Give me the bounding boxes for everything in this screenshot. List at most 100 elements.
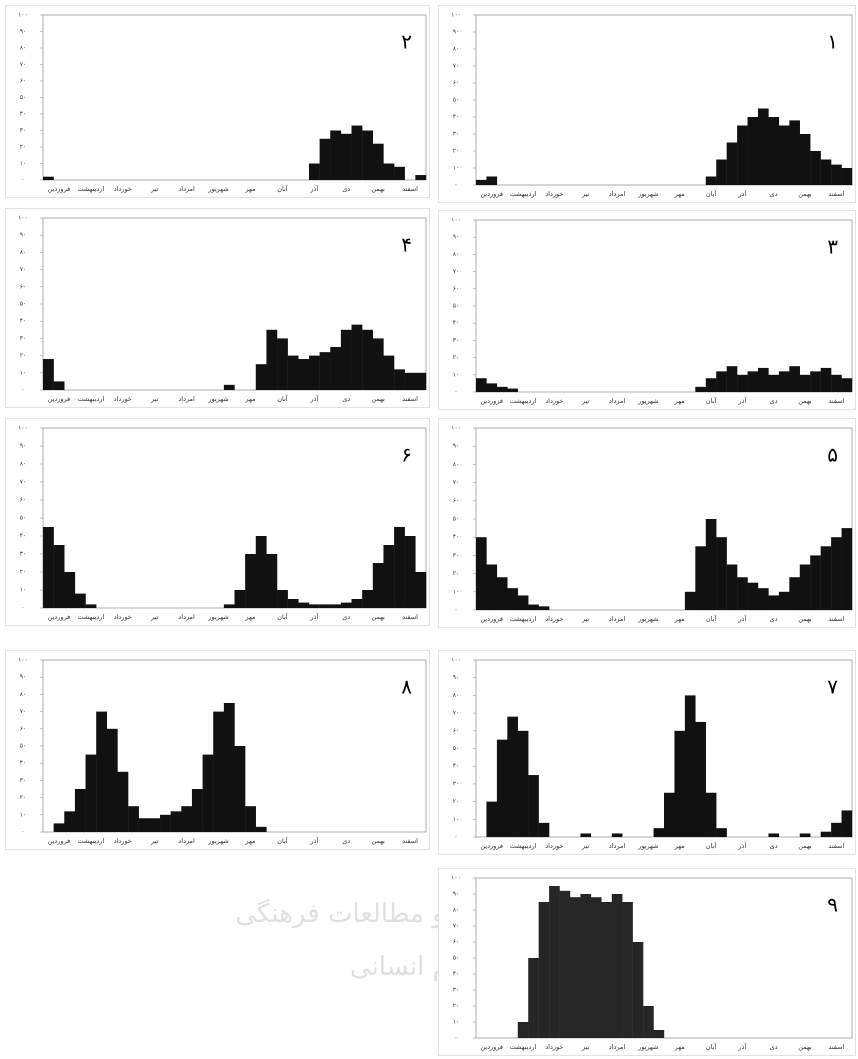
chart-panel: ۰ ۱۰ ۲۰ ۳۰ ۴۰ ۵۰ ۶۰ ۷۰ ۸۰ ۹۰ ۱۰۰ فروردین اردیبهشت خور… bbox=[438, 868, 856, 1056]
x-tick-label: شهریور bbox=[637, 397, 658, 405]
bar bbox=[674, 730, 686, 837]
bar bbox=[245, 806, 256, 832]
bar bbox=[486, 801, 498, 837]
bar bbox=[53, 381, 65, 390]
y-tick-label: ۰ bbox=[21, 605, 24, 612]
y-tick-label: ۹۰ bbox=[453, 674, 459, 681]
x-tick-label: آبان bbox=[706, 614, 718, 623]
x-tick-label: بهمن bbox=[798, 397, 812, 405]
x-tick-label: امرداد bbox=[178, 613, 195, 621]
x-tick-label: بهمن bbox=[798, 842, 812, 850]
bar bbox=[695, 721, 706, 837]
y-tick-label: ۰ bbox=[454, 182, 457, 189]
bar bbox=[255, 826, 267, 832]
bar bbox=[383, 163, 395, 180]
bar bbox=[255, 536, 267, 608]
y-tick-label: ۵۰ bbox=[453, 516, 459, 523]
bar bbox=[664, 792, 675, 837]
chart-title: ۴ bbox=[401, 233, 412, 257]
bar bbox=[726, 366, 738, 392]
bar bbox=[160, 814, 171, 832]
bar bbox=[705, 378, 717, 392]
y-tick-label: ۷۰ bbox=[20, 708, 26, 715]
bar bbox=[810, 151, 821, 185]
bar bbox=[287, 599, 299, 608]
y-tick-label: ۹۰ bbox=[20, 443, 26, 450]
bar bbox=[705, 176, 717, 185]
bar bbox=[831, 374, 842, 392]
bar bbox=[768, 374, 780, 392]
x-tick-label: فروردین bbox=[48, 395, 71, 403]
panel-border bbox=[5, 418, 430, 626]
bar bbox=[43, 527, 54, 608]
y-tick-label: ۹۰ bbox=[20, 232, 26, 239]
bar bbox=[507, 388, 518, 392]
bar bbox=[308, 163, 320, 180]
y-tick-label: ۱۰۰ bbox=[451, 875, 461, 882]
bar bbox=[149, 818, 161, 832]
y-tick-label: ۳۰ bbox=[453, 337, 459, 344]
y-tick-label: ۶۰ bbox=[20, 497, 26, 504]
bar bbox=[476, 179, 487, 185]
bar bbox=[653, 1030, 665, 1038]
bar bbox=[841, 810, 853, 837]
x-tick-label: امرداد bbox=[609, 1043, 626, 1051]
chart-panel: ۰ ۱۰ ۲۰ ۳۰ ۴۰ ۵۰ ۶۰ ۷۰ ۸۰ ۹۰ ۱۰۰ فروردین اردیبهشت خور… bbox=[438, 418, 856, 628]
bar bbox=[351, 125, 363, 180]
bar bbox=[476, 537, 487, 610]
y-tick-label: ۱۰ bbox=[453, 588, 459, 595]
y-tick-label: ۱۰ bbox=[20, 160, 26, 167]
bar bbox=[831, 164, 842, 185]
y-tick-label: ۷۰ bbox=[453, 479, 459, 486]
bar bbox=[415, 572, 427, 608]
x-tick-label: فروردین bbox=[480, 397, 503, 405]
y-tick-label: ۸۰ bbox=[20, 249, 26, 256]
y-tick-label: ۱۰ bbox=[453, 1019, 459, 1026]
x-tick-label: بهمن bbox=[798, 1043, 812, 1051]
bar bbox=[758, 588, 769, 610]
y-tick-label: ۷۰ bbox=[20, 61, 26, 68]
bar bbox=[632, 942, 644, 1038]
y-tick-label: ۳۰ bbox=[453, 780, 459, 787]
x-tick-label: بهمن bbox=[371, 185, 385, 193]
y-tick-label: ۴۰ bbox=[453, 763, 459, 770]
bar bbox=[831, 822, 842, 837]
chart-title: ۶ bbox=[401, 443, 412, 467]
bar bbox=[340, 329, 352, 390]
x-tick-label: اردیبهشت bbox=[77, 185, 104, 193]
bar bbox=[319, 604, 331, 608]
y-tick-label: ۶۰ bbox=[20, 725, 26, 732]
bar bbox=[747, 371, 759, 392]
chart-title: ۷ bbox=[827, 675, 838, 699]
x-tick-label: دی bbox=[342, 395, 350, 403]
bar bbox=[64, 572, 76, 608]
y-tick-label: ۷۰ bbox=[453, 63, 459, 70]
x-tick-label: آبان bbox=[277, 612, 289, 621]
chart-panel: ۰ ۱۰ ۲۰ ۳۰ ۴۰ ۵۰ ۶۰ ۷۰ ۸۰ ۹۰ ۱۰۰ فروردین اردیبهشت خور… bbox=[5, 5, 430, 198]
bar bbox=[799, 564, 811, 610]
y-tick-label: ۲۰ bbox=[453, 1003, 459, 1010]
y-tick-label: ۱۰ bbox=[453, 165, 459, 172]
y-tick-label: ۴۰ bbox=[453, 534, 459, 541]
bar bbox=[611, 894, 623, 1038]
bar bbox=[820, 367, 832, 392]
bar bbox=[570, 897, 581, 1038]
bar bbox=[255, 364, 267, 390]
x-tick-label: اردیبهشت bbox=[77, 613, 104, 621]
x-tick-label: تیر bbox=[581, 397, 590, 405]
y-tick-label: ۲۰ bbox=[20, 794, 26, 801]
x-tick-label: تیر bbox=[581, 615, 590, 623]
bar bbox=[820, 831, 832, 837]
chart-title: ۸ bbox=[401, 675, 412, 699]
y-tick-label: ۶۰ bbox=[20, 283, 26, 290]
bar bbox=[841, 378, 853, 392]
x-tick-label: دی bbox=[770, 397, 778, 405]
bar bbox=[383, 545, 395, 608]
bar bbox=[85, 754, 97, 832]
x-tick-label: آذر bbox=[737, 396, 747, 405]
bar bbox=[415, 372, 427, 390]
bar bbox=[528, 958, 539, 1038]
bar bbox=[841, 168, 853, 185]
bar bbox=[778, 591, 790, 610]
